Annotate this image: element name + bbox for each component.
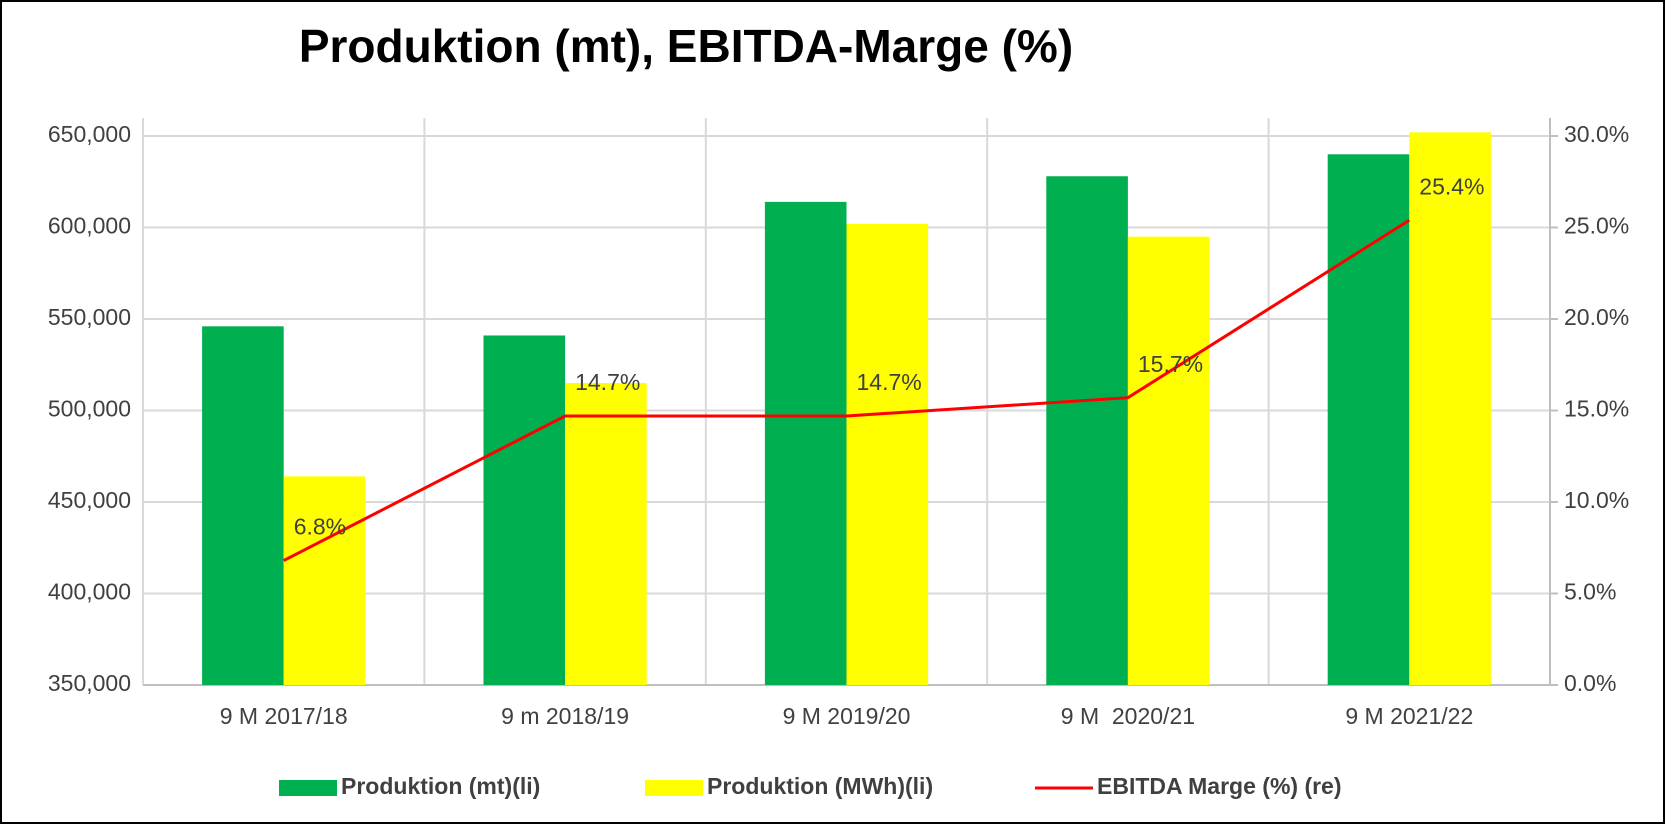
data-label: 14.7% [857, 369, 922, 395]
data-label: 25.4% [1419, 173, 1484, 199]
bar [1046, 176, 1128, 685]
x-tick-label: 9 M 2021/22 [1345, 703, 1473, 729]
y2-tick-label: 5.0% [1564, 579, 1616, 605]
y-tick-label: 500,000 [48, 396, 131, 422]
y-tick-label: 400,000 [48, 579, 131, 605]
x-tick-label: 9 M 2017/18 [220, 703, 348, 729]
legend-swatch [279, 780, 337, 796]
bar [846, 223, 929, 685]
x-tick-label: 9 M 2020/21 [1061, 703, 1195, 729]
y2-tick-label: 0.0% [1564, 670, 1616, 696]
y2-tick-label: 15.0% [1564, 396, 1629, 422]
data-label: 14.7% [575, 369, 640, 395]
bar [1327, 154, 1410, 686]
data-label: 6.8% [294, 514, 346, 540]
x-tick-label: 9 M 2019/20 [783, 703, 911, 729]
bar [483, 335, 566, 685]
y2-tick-label: 30.0% [1564, 121, 1629, 147]
legend-label: Produktion (MWh)(li) [707, 773, 933, 799]
legend-label: Produktion (mt)(li) [341, 773, 540, 799]
bar [764, 201, 847, 685]
y-tick-label: 600,000 [48, 213, 131, 239]
bar [202, 326, 284, 685]
y2-tick-label: 25.0% [1564, 213, 1629, 239]
bar [1409, 132, 1491, 686]
legend-label: EBITDA Marge (%) (re) [1097, 773, 1342, 799]
x-tick-label: 9 m 2018/19 [501, 703, 629, 729]
y-tick-label: 550,000 [48, 304, 131, 330]
line [283, 218, 1411, 562]
data-label: 15.7% [1138, 351, 1203, 377]
y-tick-label: 450,000 [48, 487, 131, 513]
bar [1127, 236, 1210, 685]
y-tick-label: 650,000 [48, 121, 131, 147]
y2-tick-label: 20.0% [1564, 304, 1629, 330]
chart-title: Produktion (mt), EBITDA-Marge (%) [299, 20, 1073, 72]
bar [283, 476, 366, 685]
y-tick-label: 350,000 [48, 670, 131, 696]
legend-swatch [645, 780, 703, 796]
bar [565, 383, 647, 685]
y2-tick-label: 10.0% [1564, 487, 1629, 513]
